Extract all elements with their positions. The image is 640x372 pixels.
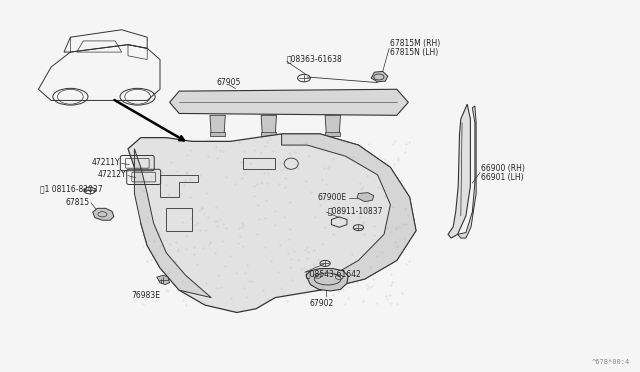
- Polygon shape: [371, 71, 388, 82]
- Polygon shape: [261, 132, 276, 136]
- Text: Ⓝ08543-61642: Ⓝ08543-61642: [306, 270, 362, 279]
- Text: 76983E: 76983E: [131, 291, 161, 300]
- Text: 67815M (RH): 67815M (RH): [390, 39, 441, 48]
- Polygon shape: [93, 208, 114, 220]
- Text: Ⓞ08911-10837: Ⓞ08911-10837: [328, 206, 383, 215]
- Text: 67902: 67902: [310, 299, 334, 308]
- Polygon shape: [157, 275, 170, 285]
- Text: 67815: 67815: [65, 198, 90, 207]
- Text: 47211Y: 47211Y: [92, 158, 120, 167]
- Polygon shape: [458, 106, 476, 238]
- Polygon shape: [210, 115, 225, 136]
- Text: 67905: 67905: [217, 78, 241, 87]
- Polygon shape: [306, 269, 348, 291]
- Polygon shape: [261, 115, 276, 136]
- Polygon shape: [357, 193, 374, 202]
- Polygon shape: [325, 132, 340, 136]
- Polygon shape: [134, 149, 211, 298]
- Polygon shape: [325, 115, 340, 136]
- Text: 67815N (LH): 67815N (LH): [390, 48, 438, 57]
- Polygon shape: [170, 89, 408, 115]
- Polygon shape: [128, 134, 416, 312]
- Polygon shape: [210, 132, 225, 136]
- Text: Ⓝ08363-61638: Ⓝ08363-61638: [287, 54, 342, 63]
- Text: 66901 (LH): 66901 (LH): [481, 173, 524, 182]
- Text: ⑂1 08116-82037: ⑂1 08116-82037: [40, 184, 103, 193]
- Polygon shape: [282, 134, 416, 290]
- Text: 66900 (RH): 66900 (RH): [481, 164, 525, 173]
- Text: ^678*00:4: ^678*00:4: [592, 359, 630, 365]
- Polygon shape: [448, 104, 470, 238]
- Text: 67900E: 67900E: [317, 193, 347, 202]
- Text: 47212Y: 47212Y: [98, 170, 127, 179]
